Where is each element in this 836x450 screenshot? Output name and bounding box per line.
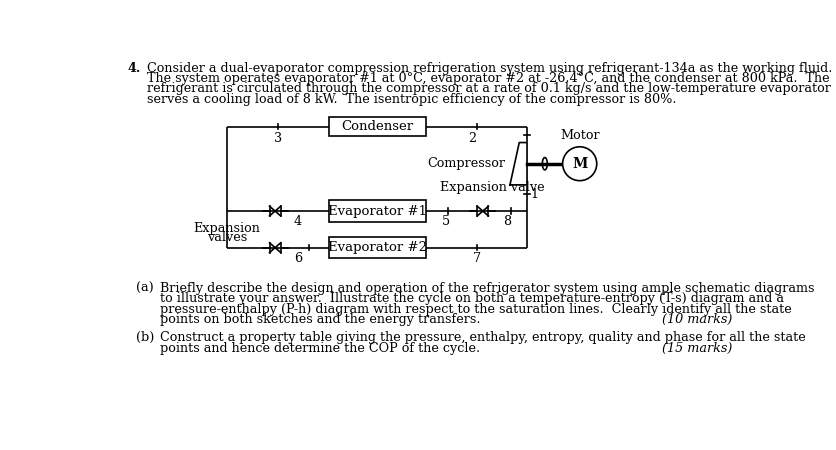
Text: (b): (b) bbox=[135, 331, 154, 344]
Bar bbox=[329, 117, 426, 136]
Text: 3: 3 bbox=[274, 132, 282, 145]
Text: Construct a property table giving the pressure, enthalpy, entropy, quality and p: Construct a property table giving the pr… bbox=[161, 331, 805, 344]
Text: 2: 2 bbox=[468, 132, 477, 145]
Text: points and hence determine the COP of the cycle.: points and hence determine the COP of th… bbox=[161, 342, 480, 355]
Text: Condenser: Condenser bbox=[341, 120, 413, 133]
Text: pressure-enthalpy (P-h) diagram with respect to the saturation lines.  Clearly i: pressure-enthalpy (P-h) diagram with res… bbox=[161, 303, 791, 316]
Text: to illustrate your answer.  Illustrate the cycle on both a temperature-entropy (: to illustrate your answer. Illustrate th… bbox=[161, 292, 783, 305]
Text: The system operates evaporator #1 at 0°C, evaporator #2 at -26.4°C, and the cond: The system operates evaporator #1 at 0°C… bbox=[147, 72, 828, 85]
Text: Evaporator #1: Evaporator #1 bbox=[328, 205, 427, 218]
Text: (10 marks): (10 marks) bbox=[661, 313, 732, 326]
Text: Expansion valve: Expansion valve bbox=[440, 181, 544, 194]
Text: 5: 5 bbox=[441, 215, 450, 228]
Text: 6: 6 bbox=[293, 252, 302, 265]
Text: 1: 1 bbox=[530, 188, 538, 201]
Text: (a): (a) bbox=[135, 282, 153, 295]
Bar bbox=[329, 200, 426, 222]
Text: Compressor: Compressor bbox=[427, 157, 505, 170]
Text: M: M bbox=[571, 157, 587, 171]
Text: valves: valves bbox=[206, 231, 247, 244]
Text: Expansion: Expansion bbox=[193, 222, 260, 235]
Text: serves a cooling load of 8 kW.  The isentropic efficiency of the compressor is 8: serves a cooling load of 8 kW. The isent… bbox=[147, 93, 676, 106]
Text: points on both sketches and the energy transfers.: points on both sketches and the energy t… bbox=[161, 313, 481, 326]
Text: 4.: 4. bbox=[128, 62, 141, 75]
Text: Motor: Motor bbox=[559, 129, 599, 142]
Polygon shape bbox=[509, 143, 527, 185]
Circle shape bbox=[562, 147, 596, 180]
Text: refrigerant is circulated through the compressor at a rate of 0.1 kg/s and the l: refrigerant is circulated through the co… bbox=[147, 82, 830, 95]
Text: Evaporator #2: Evaporator #2 bbox=[328, 241, 427, 254]
Text: 7: 7 bbox=[472, 252, 480, 265]
Text: 4: 4 bbox=[293, 215, 302, 228]
Text: (15 marks): (15 marks) bbox=[661, 342, 732, 355]
Bar bbox=[329, 237, 426, 258]
Text: Briefly describe the design and operation of the refrigerator system using ample: Briefly describe the design and operatio… bbox=[161, 282, 814, 295]
Text: Consider a dual-evaporator compression refrigeration system using refrigerant-13: Consider a dual-evaporator compression r… bbox=[147, 62, 832, 75]
Text: 8: 8 bbox=[502, 215, 511, 228]
